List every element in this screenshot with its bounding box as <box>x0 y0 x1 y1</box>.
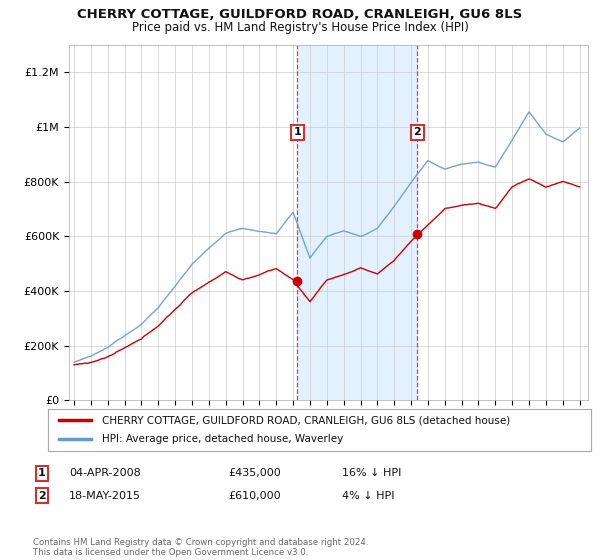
Text: Price paid vs. HM Land Registry's House Price Index (HPI): Price paid vs. HM Land Registry's House … <box>131 21 469 34</box>
Text: 18-MAY-2015: 18-MAY-2015 <box>69 491 141 501</box>
Bar <box>298 45 418 400</box>
Text: 04-APR-2008: 04-APR-2008 <box>69 468 141 478</box>
Text: £610,000: £610,000 <box>228 491 281 501</box>
Text: HPI: Average price, detached house, Waverley: HPI: Average price, detached house, Wave… <box>103 435 344 445</box>
Text: 1: 1 <box>38 468 46 478</box>
Text: £435,000: £435,000 <box>228 468 281 478</box>
Text: 16% ↓ HPI: 16% ↓ HPI <box>342 468 401 478</box>
Text: 4% ↓ HPI: 4% ↓ HPI <box>342 491 395 501</box>
Text: CHERRY COTTAGE, GUILDFORD ROAD, CRANLEIGH, GU6 8LS (detached house): CHERRY COTTAGE, GUILDFORD ROAD, CRANLEIG… <box>103 415 511 425</box>
Text: Contains HM Land Registry data © Crown copyright and database right 2024.
This d: Contains HM Land Registry data © Crown c… <box>33 538 368 557</box>
Text: 2: 2 <box>413 127 421 137</box>
Text: CHERRY COTTAGE, GUILDFORD ROAD, CRANLEIGH, GU6 8LS: CHERRY COTTAGE, GUILDFORD ROAD, CRANLEIG… <box>77 8 523 21</box>
Text: 1: 1 <box>293 127 301 137</box>
Text: 2: 2 <box>38 491 46 501</box>
